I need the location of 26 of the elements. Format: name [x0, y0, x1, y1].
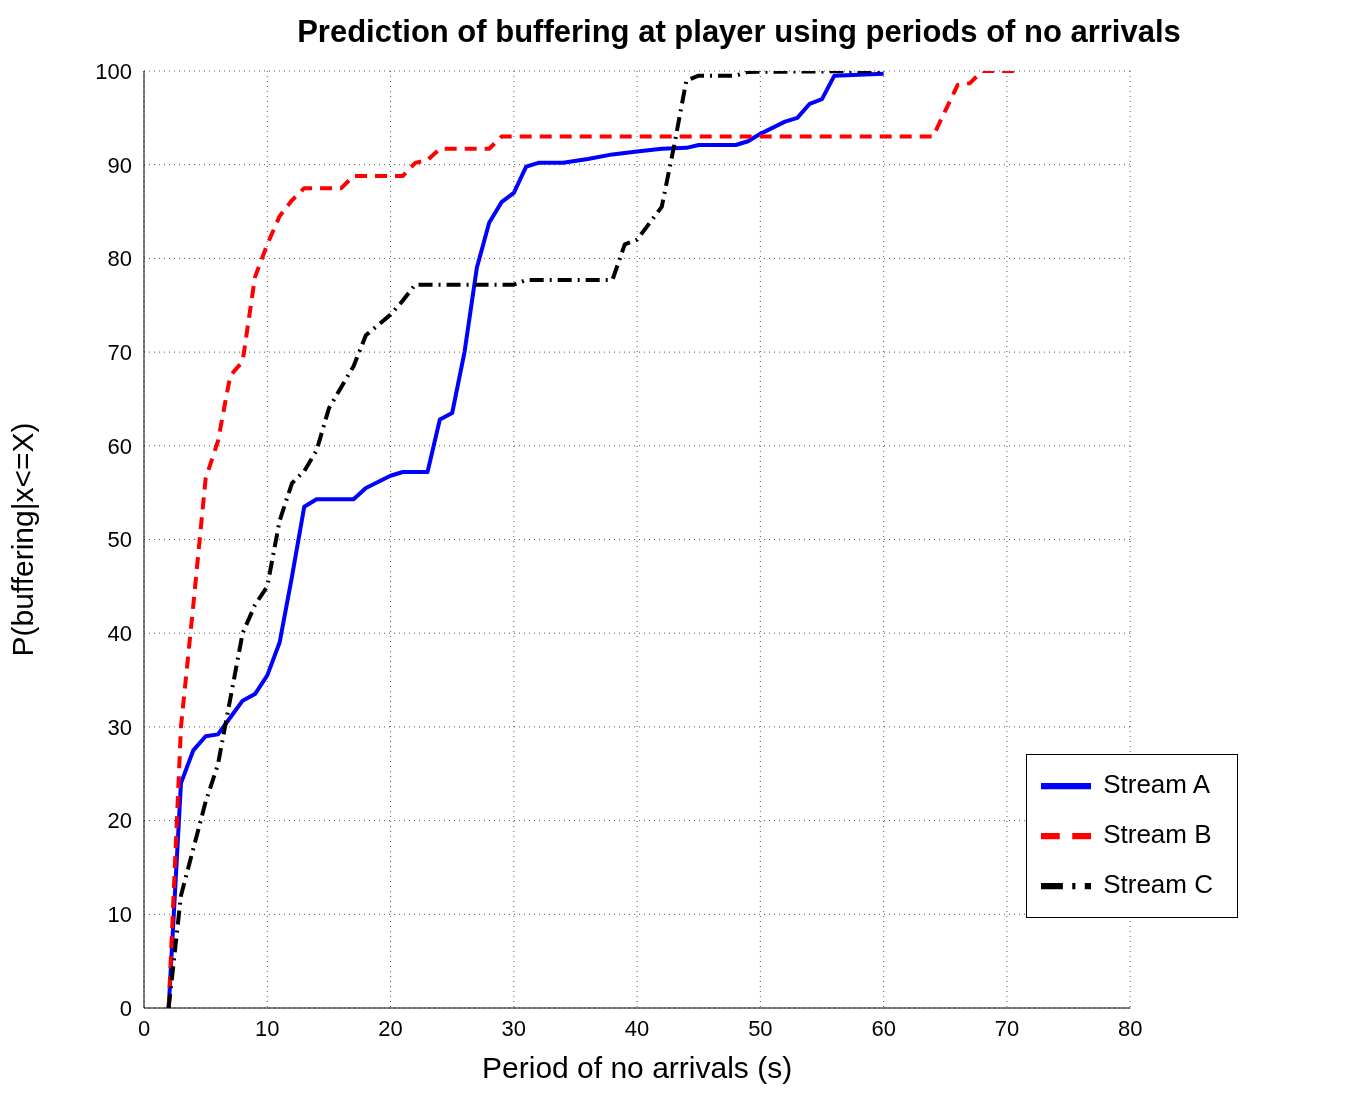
y-tick-label: 40 — [107, 621, 132, 647]
x-tick-label: 50 — [748, 1015, 773, 1041]
y-tick-label: 70 — [107, 339, 132, 365]
y-tick-label: 80 — [107, 246, 132, 272]
legend-label: Stream C — [1103, 868, 1213, 899]
y-tick-label: 20 — [107, 808, 132, 834]
chart-title: Prediction of buffering at player using periods of no arrivals — [296, 14, 1182, 50]
y-tick-label: 50 — [107, 527, 132, 553]
x-axis-title: Period of no arrivals (s) — [482, 1051, 793, 1084]
legend-label: Stream A — [1103, 768, 1211, 799]
y-tick-label: 10 — [107, 902, 132, 928]
x-tick-label: 20 — [378, 1015, 403, 1041]
y-tick-label: 30 — [107, 714, 132, 740]
legend-label: Stream B — [1103, 818, 1212, 849]
y-axis-title: P(buffering|x<=X) — [5, 422, 39, 657]
x-tick-label: 0 — [137, 1015, 151, 1041]
x-tick-label: 80 — [1117, 1015, 1143, 1041]
y-tick-label: 0 — [119, 995, 132, 1021]
x-tick-label: 40 — [624, 1015, 650, 1041]
y-tick-label: 60 — [107, 433, 132, 459]
x-tick-label: 70 — [994, 1015, 1020, 1041]
y-tick-label: 90 — [107, 152, 132, 178]
x-tick-label: 60 — [871, 1015, 896, 1041]
y-tick-label: 100 — [95, 58, 132, 84]
x-tick-label: 10 — [255, 1015, 280, 1041]
x-tick-label: 30 — [501, 1015, 527, 1041]
